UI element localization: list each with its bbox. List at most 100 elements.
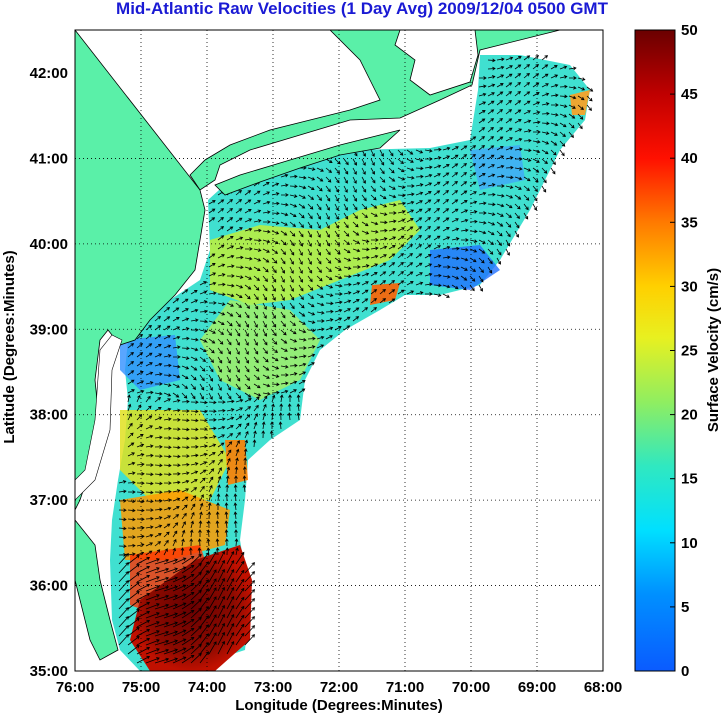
velocity-arrow [154,353,163,358]
velocity-arrow [163,558,179,565]
velocity-arrow [287,403,292,412]
velocity-arrow [127,351,134,358]
velocity-arrow [460,284,467,291]
velocity-arrow [163,398,171,403]
velocity-arrow [460,145,468,151]
velocity-arrow [289,329,297,335]
velocity-arrow [424,182,433,187]
velocity-arrow [505,248,510,256]
velocity-arrow [496,174,505,179]
velocity-arrow [532,139,541,144]
velocity-arrow [262,284,268,292]
velocity-arrow [226,226,234,232]
velocity-arrow [370,272,378,277]
velocity-arrow [208,560,217,574]
velocity-arrow [118,517,127,522]
velocity-arrow [487,266,493,274]
velocity-arrow [505,185,514,189]
velocity-arrow [190,427,199,432]
velocity-arrow [190,625,202,637]
velocity-arrow [127,499,136,504]
velocity-arrow [163,307,171,313]
velocity-arrow [451,256,460,261]
velocity-arrow [370,307,377,313]
velocity-arrow [217,568,225,583]
velocity-arrow [136,592,151,601]
velocity-arrow [397,253,405,259]
velocity-arrow [298,257,303,265]
velocity-arrow [253,392,262,397]
velocity-arrow [199,606,209,619]
velocity-arrow [451,208,459,214]
velocity-arrow [136,655,151,664]
velocity-arrow [361,167,366,175]
velocity-arrow [478,92,487,97]
velocity-arrow [370,221,379,226]
colorbar-tick-label: 35 [681,214,698,231]
velocity-arrow [217,216,224,223]
velocity-arrow [541,149,549,155]
velocity-arrow [469,145,477,151]
velocity-arrow [406,175,415,180]
velocity-arrow [262,220,271,224]
velocity-arrow [127,526,136,531]
velocity-arrow [154,576,170,583]
velocity-arrow [199,427,208,431]
velocity-arrow [136,619,151,628]
velocity-arrow [361,298,369,304]
velocity-arrow [118,480,127,484]
velocity-arrow [190,365,198,371]
velocity-arrow [163,463,172,468]
velocity-arrow [217,226,225,232]
velocity-arrow [307,293,314,300]
velocity-arrow [271,320,277,328]
velocity-arrow [325,221,330,229]
velocity-arrow [442,293,450,298]
velocity-arrow [136,601,151,610]
velocity-arrow [397,280,405,286]
colorbar-tick-label: 20 [681,407,698,424]
velocity-arrow [271,239,279,245]
velocity-arrow [190,634,202,646]
velocity-arrow [269,430,274,439]
velocity-arrow [361,247,370,252]
velocity-arrow [136,551,145,556]
velocity-arrow [370,203,378,209]
velocity-arrow [127,361,135,367]
velocity-arrow [154,621,170,628]
velocity-arrow [289,284,294,292]
velocity-arrow [325,293,334,297]
velocity-arrow [235,440,240,448]
velocity-arrow [154,316,161,322]
velocity-arrow [541,102,550,106]
velocity-arrow [244,237,253,242]
velocity-arrow [550,74,559,79]
velocity-arrow [226,433,234,439]
velocity-arrow [343,248,351,254]
velocity-arrow [190,511,195,520]
velocity-arrow [127,490,136,494]
velocity-arrow [460,209,469,214]
velocity-arrow [280,248,287,255]
velocity-arrow [370,212,378,217]
velocity-arrow [172,489,181,493]
velocity-arrow [199,392,204,400]
velocity-arrow [163,325,171,331]
velocity-arrow [280,364,289,369]
velocity-arrow [532,130,541,134]
velocity-arrow [343,167,349,175]
velocity-arrow [280,311,286,319]
velocity-arrow [343,212,349,220]
grid [75,30,603,671]
velocity-arrow [289,275,294,283]
velocity-arrow [145,472,154,477]
velocity-arrow [226,605,235,619]
velocity-arrow [478,239,486,244]
velocity-arrow [127,636,140,646]
velocity-arrow [289,363,298,368]
velocity-arrow [208,374,213,382]
velocity-arrow [415,234,422,241]
velocity-arrow [208,605,217,619]
velocity-arrow [271,374,280,378]
velocity-arrow [523,212,529,220]
